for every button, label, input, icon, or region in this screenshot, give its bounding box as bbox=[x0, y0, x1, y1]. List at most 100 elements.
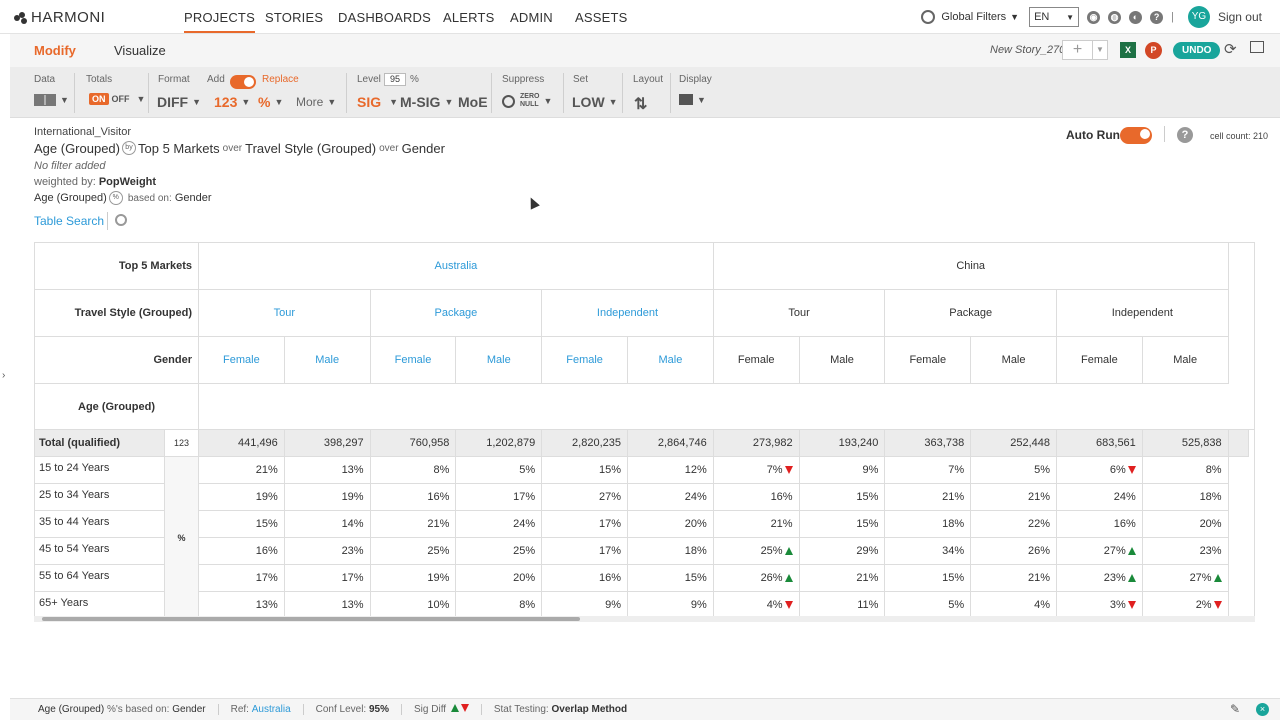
sig-dropdown[interactable]: SIG ▼ bbox=[357, 94, 398, 110]
table-cell[interactable]: 11% bbox=[799, 592, 886, 619]
table-cell[interactable]: 15% bbox=[799, 484, 886, 511]
story-name[interactable]: New Story_270 bbox=[990, 44, 1066, 56]
table-cell[interactable]: 27% bbox=[1142, 565, 1229, 592]
set-dropdown[interactable]: LOW ▼ bbox=[572, 94, 618, 110]
table-cell[interactable]: 10% bbox=[370, 592, 457, 619]
column-header-gender[interactable]: Female bbox=[885, 337, 972, 384]
column-header-gender[interactable]: Female bbox=[1057, 337, 1143, 384]
column-header-travel-style[interactable]: Tour bbox=[713, 290, 886, 337]
table-cell[interactable]: 15% bbox=[199, 511, 285, 538]
sign-out-link[interactable]: Sign out bbox=[1217, 10, 1262, 24]
data-layout-button[interactable]: ▼ bbox=[34, 94, 69, 106]
table-cell[interactable]: 21% bbox=[370, 511, 457, 538]
nav-dashboards[interactable]: DASHBOARDS bbox=[338, 10, 432, 25]
table-cell[interactable]: 19% bbox=[370, 565, 457, 592]
ref-value[interactable]: Australia bbox=[251, 704, 291, 715]
table-cell[interactable]: 13% bbox=[284, 457, 371, 484]
table-cell[interactable]: 6% bbox=[1057, 457, 1143, 484]
add-to-story-button[interactable]: + ▼ bbox=[1062, 40, 1108, 60]
table-cell[interactable]: 19% bbox=[199, 484, 285, 511]
tab-visualize[interactable]: Visualize bbox=[114, 43, 166, 58]
column-header-gender[interactable]: Female bbox=[713, 337, 800, 384]
horizontal-scrollbar[interactable] bbox=[34, 616, 1255, 622]
totals-toggle[interactable]: ON OFF ▼ bbox=[89, 93, 145, 105]
pin-icon[interactable]: ✎ bbox=[1230, 702, 1241, 716]
table-cell[interactable]: 13% bbox=[284, 592, 371, 619]
table-cell[interactable]: 9% bbox=[628, 592, 714, 619]
table-cell[interactable]: 17% bbox=[456, 484, 543, 511]
table-cell[interactable]: 25% bbox=[456, 538, 543, 565]
column-header-gender[interactable]: Female bbox=[199, 337, 285, 384]
undo-button[interactable]: UNDO bbox=[1173, 42, 1221, 59]
excel-export-icon[interactable]: X bbox=[1120, 42, 1136, 58]
table-cell[interactable]: 15% bbox=[542, 457, 628, 484]
help-icon[interactable]: ? bbox=[1177, 127, 1193, 143]
table-cell[interactable]: 8% bbox=[370, 457, 457, 484]
table-cell[interactable]: 8% bbox=[1142, 457, 1229, 484]
language-select[interactable]: EN ▼ bbox=[1029, 7, 1080, 27]
number-format-dropdown[interactable]: 123 ▼ bbox=[214, 94, 250, 110]
table-cell[interactable]: 24% bbox=[1057, 484, 1143, 511]
column-variable-2[interactable]: Travel Style (Grouped) bbox=[245, 140, 377, 156]
table-cell[interactable]: 17% bbox=[199, 565, 285, 592]
table-cell[interactable]: 23% bbox=[1057, 565, 1143, 592]
table-cell[interactable]: 20% bbox=[456, 565, 543, 592]
nav-admin[interactable]: ADMIN bbox=[510, 10, 553, 25]
row-variable[interactable]: Age (Grouped) bbox=[34, 140, 120, 156]
powerpoint-export-icon[interactable]: P bbox=[1145, 42, 1162, 59]
table-cell[interactable]: 16% bbox=[542, 565, 628, 592]
table-cell[interactable]: 19% bbox=[284, 484, 371, 511]
table-cell[interactable]: 14% bbox=[284, 511, 371, 538]
table-cell[interactable]: 21% bbox=[713, 511, 800, 538]
table-cell[interactable]: 16% bbox=[370, 484, 457, 511]
diff-dropdown[interactable]: DIFF ▼ bbox=[157, 94, 201, 110]
window-icon[interactable] bbox=[1250, 41, 1264, 53]
column-header-gender[interactable]: Female bbox=[370, 337, 457, 384]
table-cell[interactable]: 8% bbox=[456, 592, 543, 619]
column-header-travel-style[interactable]: Independent bbox=[542, 290, 714, 337]
table-cell[interactable]: 26% bbox=[971, 538, 1057, 565]
table-cell[interactable]: 34% bbox=[885, 538, 972, 565]
table-cell[interactable]: 24% bbox=[456, 511, 543, 538]
brain-icon[interactable]: ◍ bbox=[1108, 10, 1122, 24]
table-cell[interactable]: 15% bbox=[885, 565, 972, 592]
layout-swap-icon[interactable]: ⇅ bbox=[634, 96, 648, 113]
table-cell[interactable]: 24% bbox=[628, 484, 714, 511]
help-icon[interactable]: ? bbox=[1150, 10, 1164, 24]
column-header-gender[interactable]: Male bbox=[799, 337, 886, 384]
nav-projects[interactable]: PROJECTS bbox=[184, 10, 255, 33]
table-cell[interactable]: 4% bbox=[971, 592, 1057, 619]
table-cell[interactable]: 18% bbox=[628, 538, 714, 565]
table-cell[interactable]: 9% bbox=[799, 457, 886, 484]
side-expand-icon[interactable]: › bbox=[2, 370, 6, 381]
tab-modify[interactable]: Modify bbox=[34, 43, 76, 58]
column-header-market[interactable]: China bbox=[713, 243, 1229, 290]
table-cell[interactable]: 23% bbox=[1142, 538, 1229, 565]
table-cell[interactable]: 27% bbox=[542, 484, 628, 511]
table-cell[interactable]: 29% bbox=[799, 538, 886, 565]
table-cell[interactable]: 18% bbox=[885, 511, 972, 538]
table-cell[interactable]: 21% bbox=[971, 484, 1057, 511]
table-cell[interactable]: 5% bbox=[456, 457, 543, 484]
column-header-market[interactable]: Australia bbox=[199, 243, 714, 290]
more-dropdown[interactable]: More ▼ bbox=[296, 95, 336, 109]
column-header-travel-style[interactable]: Package bbox=[370, 290, 543, 337]
table-cell[interactable]: 17% bbox=[284, 565, 371, 592]
table-cell[interactable]: 17% bbox=[542, 538, 628, 565]
column-header-travel-style[interactable]: Tour bbox=[199, 290, 371, 337]
table-cell[interactable]: 7% bbox=[885, 457, 972, 484]
nav-assets[interactable]: ASSETS bbox=[575, 10, 628, 25]
column-variable-3[interactable]: Gender bbox=[401, 140, 445, 156]
table-cell[interactable]: 5% bbox=[885, 592, 972, 619]
table-cell[interactable]: 16% bbox=[1057, 511, 1143, 538]
table-cell[interactable]: 25% bbox=[713, 538, 800, 565]
avatar[interactable]: YG bbox=[1187, 6, 1210, 28]
add-replace-toggle[interactable] bbox=[230, 73, 256, 91]
table-cell[interactable]: 7% bbox=[713, 457, 800, 484]
table-cell[interactable]: 15% bbox=[799, 511, 886, 538]
auto-run-toggle[interactable] bbox=[1120, 127, 1152, 145]
nav-alerts[interactable]: ALERTS bbox=[443, 10, 495, 25]
table-cell[interactable]: 26% bbox=[713, 565, 800, 592]
percent-format-dropdown[interactable]: % ▼ bbox=[258, 94, 283, 110]
table-cell[interactable]: 16% bbox=[199, 538, 285, 565]
